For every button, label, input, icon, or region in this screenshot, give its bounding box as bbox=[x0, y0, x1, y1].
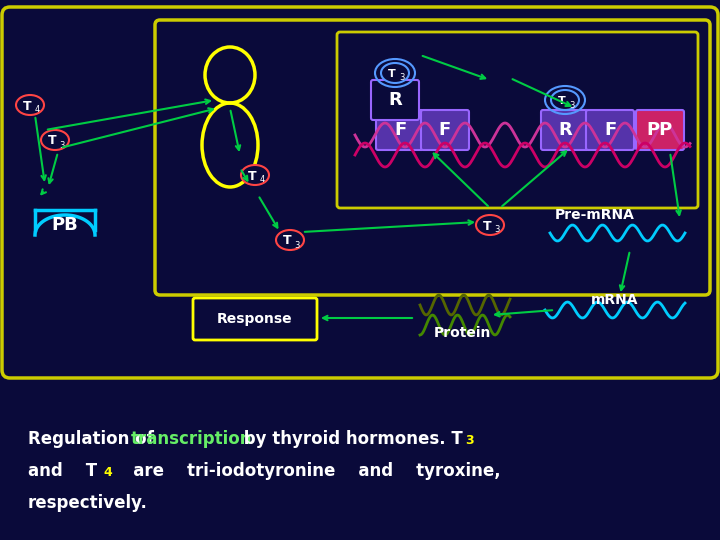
Text: transcription: transcription bbox=[131, 430, 253, 448]
Text: PP: PP bbox=[647, 121, 673, 139]
Text: 4: 4 bbox=[103, 466, 112, 479]
Text: F: F bbox=[604, 121, 616, 139]
FancyBboxPatch shape bbox=[421, 110, 469, 150]
Text: 4: 4 bbox=[259, 176, 265, 185]
Text: T: T bbox=[482, 219, 491, 233]
Ellipse shape bbox=[551, 90, 579, 110]
Text: PB: PB bbox=[52, 216, 78, 234]
Text: by thyroid hormones. T: by thyroid hormones. T bbox=[238, 430, 463, 448]
Text: F: F bbox=[439, 121, 451, 139]
Text: 3: 3 bbox=[570, 100, 575, 110]
Text: 4: 4 bbox=[35, 105, 40, 114]
FancyBboxPatch shape bbox=[193, 298, 317, 340]
Text: 3: 3 bbox=[495, 226, 500, 234]
Text: Response: Response bbox=[217, 312, 293, 326]
Text: T: T bbox=[48, 134, 56, 147]
Ellipse shape bbox=[41, 130, 69, 150]
FancyBboxPatch shape bbox=[541, 110, 589, 150]
FancyBboxPatch shape bbox=[586, 110, 634, 150]
Text: Regulation of: Regulation of bbox=[28, 430, 160, 448]
Text: T: T bbox=[248, 170, 256, 183]
Ellipse shape bbox=[381, 63, 409, 83]
Text: and    T: and T bbox=[28, 462, 97, 480]
FancyBboxPatch shape bbox=[376, 110, 424, 150]
Ellipse shape bbox=[16, 95, 44, 115]
Text: are    tri-iodotyronine    and    tyroxine,: are tri-iodotyronine and tyroxine, bbox=[116, 462, 500, 480]
Text: F: F bbox=[394, 121, 406, 139]
Ellipse shape bbox=[276, 230, 304, 250]
Text: Pre-mRNA: Pre-mRNA bbox=[555, 208, 635, 222]
Text: 3: 3 bbox=[59, 140, 65, 150]
Text: 3: 3 bbox=[294, 240, 300, 249]
Text: T: T bbox=[558, 96, 566, 106]
Text: 3: 3 bbox=[400, 73, 405, 83]
Text: 3: 3 bbox=[465, 434, 474, 447]
Text: respectively.: respectively. bbox=[28, 494, 148, 512]
Text: mRNA: mRNA bbox=[591, 293, 639, 307]
Text: T: T bbox=[23, 99, 31, 112]
Text: R: R bbox=[388, 91, 402, 109]
FancyBboxPatch shape bbox=[371, 80, 419, 120]
Text: R: R bbox=[558, 121, 572, 139]
Ellipse shape bbox=[241, 165, 269, 185]
Text: T: T bbox=[283, 234, 292, 247]
Text: T: T bbox=[388, 69, 396, 79]
Text: Protein: Protein bbox=[433, 326, 491, 340]
Ellipse shape bbox=[476, 215, 504, 235]
FancyBboxPatch shape bbox=[636, 110, 684, 150]
